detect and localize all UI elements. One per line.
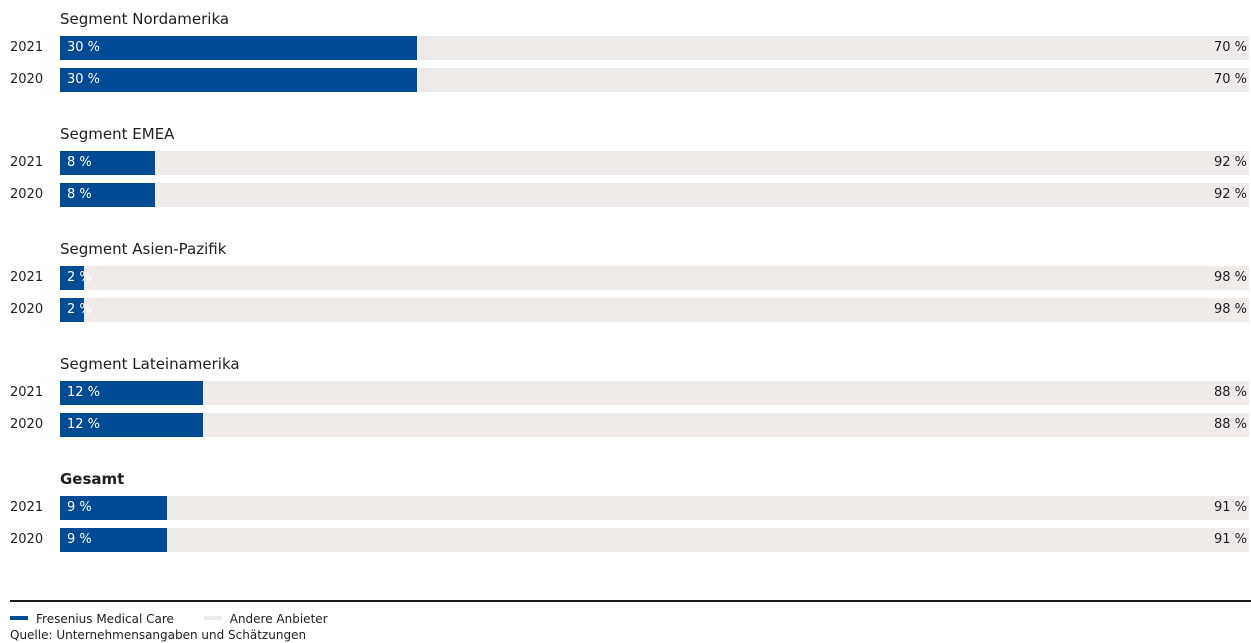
segment-title: Segment Lateinamerika bbox=[60, 355, 240, 373]
legend: Fresenius Medical Care Andere Anbieter bbox=[10, 611, 354, 627]
segment-title: Segment Asien-Pazifik bbox=[60, 240, 227, 258]
bar-other-value-label: 88 % bbox=[1213, 417, 1247, 432]
segment-title: Segment EMEA bbox=[60, 125, 175, 143]
bar-other-value-label: 92 % bbox=[1213, 155, 1247, 170]
bar-other-value-label: 88 % bbox=[1213, 385, 1247, 400]
bar-fresenius-value-label: 2 % bbox=[67, 302, 92, 317]
legend-item-fmc: Fresenius Medical Care bbox=[10, 611, 174, 627]
segment-title: Segment Nordamerika bbox=[60, 10, 230, 28]
bar-fresenius-value-label: 2 % bbox=[67, 270, 92, 285]
bar-other-value-label: 91 % bbox=[1213, 532, 1247, 547]
year-label: 2020 bbox=[10, 417, 44, 432]
bar-other-providers: 8 % 92 % bbox=[60, 183, 1249, 207]
year-label: 2021 bbox=[10, 500, 44, 515]
bar-other-providers: 2 % 98 % bbox=[60, 266, 1249, 290]
bar-fresenius-value-label: 12 % bbox=[67, 417, 101, 432]
bar-other-value-label: 91 % bbox=[1213, 500, 1247, 515]
bar-fresenius-value-label: 30 % bbox=[67, 72, 101, 87]
bar-other-providers: 12 % 88 % bbox=[60, 381, 1249, 405]
bar-fresenius-value-label: 9 % bbox=[67, 500, 92, 515]
bar-other-providers: 2 % 98 % bbox=[60, 298, 1249, 322]
bar-fresenius bbox=[60, 68, 417, 92]
bar-fresenius-value-label: 8 % bbox=[67, 155, 92, 170]
bar-fresenius bbox=[60, 298, 84, 322]
bar-fresenius-value-label: 30 % bbox=[67, 40, 101, 55]
year-label: 2021 bbox=[10, 270, 44, 285]
year-label: 2020 bbox=[10, 187, 44, 202]
bar-fresenius bbox=[60, 496, 167, 520]
bar-fresenius bbox=[60, 381, 203, 405]
bar-other-value-label: 70 % bbox=[1213, 40, 1247, 55]
year-label: 2020 bbox=[10, 72, 44, 87]
bar-fresenius bbox=[60, 528, 167, 552]
bar-other-value-label: 70 % bbox=[1213, 72, 1247, 87]
legend-item-other: Andere Anbieter bbox=[203, 611, 328, 627]
legend-swatch-fmc bbox=[10, 615, 28, 620]
bar-fresenius-value-label: 9 % bbox=[67, 532, 92, 547]
year-label: 2021 bbox=[10, 40, 44, 55]
bar-other-providers: 9 % 91 % bbox=[60, 496, 1249, 520]
segment-title: Gesamt bbox=[60, 470, 125, 488]
bar-other-value-label: 92 % bbox=[1213, 187, 1247, 202]
bar-fresenius bbox=[60, 36, 417, 60]
legend-swatch-other bbox=[203, 615, 222, 620]
legend-label-fmc: Fresenius Medical Care bbox=[36, 612, 174, 626]
bar-fresenius bbox=[60, 413, 203, 437]
bar-other-value-label: 98 % bbox=[1213, 270, 1247, 285]
year-label: 2021 bbox=[10, 385, 44, 400]
bar-fresenius bbox=[60, 266, 84, 290]
bar-fresenius bbox=[60, 151, 155, 175]
bar-fresenius bbox=[60, 183, 155, 207]
bar-other-providers: 9 % 91 % bbox=[60, 528, 1249, 552]
source-note: Quelle: Unternehmensangaben und Schätzun… bbox=[10, 628, 307, 642]
bar-other-providers: 30 % 70 % bbox=[60, 36, 1249, 60]
bar-fresenius-value-label: 8 % bbox=[67, 187, 92, 202]
bar-other-providers: 12 % 88 % bbox=[60, 413, 1249, 437]
year-label: 2020 bbox=[10, 532, 44, 547]
bar-other-value-label: 98 % bbox=[1213, 302, 1247, 317]
year-label: 2021 bbox=[10, 155, 44, 170]
year-label: 2020 bbox=[10, 302, 44, 317]
bar-other-providers: 8 % 92 % bbox=[60, 151, 1249, 175]
bar-other-providers: 30 % 70 % bbox=[60, 68, 1249, 92]
market-share-chart: Segment Nordamerika 2021 30 % 70 % 2020 30 % 7… bbox=[10, 10, 1249, 552]
bar-fresenius-value-label: 12 % bbox=[67, 385, 101, 400]
legend-divider bbox=[10, 600, 1251, 602]
legend-label-other: Andere Anbieter bbox=[229, 612, 328, 626]
